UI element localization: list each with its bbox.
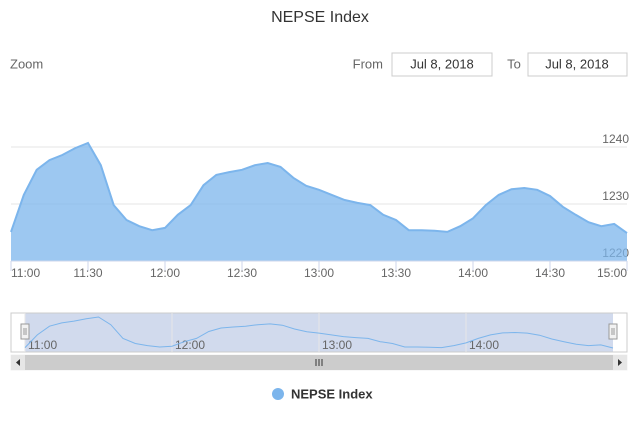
x-tick-label: 14:30 xyxy=(535,266,565,280)
x-tick-label: 11:00 xyxy=(11,266,40,280)
from-input[interactable] xyxy=(391,52,493,77)
x-tick-label: 12:00 xyxy=(150,266,180,280)
y-tick-label: 1240 xyxy=(602,132,629,146)
x-tick-label: 13:30 xyxy=(381,266,411,280)
handle-grip xyxy=(23,328,27,335)
y-tick-label: 1230 xyxy=(602,189,629,203)
navigator-handle[interactable] xyxy=(20,323,30,340)
from-value[interactable]: Jul 8, 2018 xyxy=(410,56,474,71)
from-label: From xyxy=(353,56,383,71)
x-tick-label: 13:00 xyxy=(304,266,334,280)
navigator-label: 11:00 xyxy=(28,338,57,352)
navigator-label: 13:00 xyxy=(322,338,352,352)
zoom-label: Zoom xyxy=(10,56,43,71)
area-fill xyxy=(11,143,627,261)
x-tick-label: 15:00 xyxy=(597,266,627,280)
arrow-left xyxy=(16,359,20,366)
navigator-handle[interactable] xyxy=(608,323,618,340)
legend-symbol[interactable] xyxy=(272,388,284,400)
navigator-label: 14:00 xyxy=(469,338,499,352)
arrow-right xyxy=(618,359,622,366)
to-input[interactable] xyxy=(527,52,628,77)
navigator-line xyxy=(24,316,614,349)
to-value[interactable]: Jul 8, 2018 xyxy=(545,56,609,71)
chart-title: NEPSE Index xyxy=(271,9,369,26)
x-tick-label: 12:30 xyxy=(227,266,257,280)
plot: 12201230124011:0011:3012:0012:3013:0013:… xyxy=(10,132,629,280)
to-label: To xyxy=(507,56,521,71)
x-tick-label: 14:00 xyxy=(458,266,488,280)
navigator-label: 12:00 xyxy=(175,338,205,352)
x-tick-label: 11:30 xyxy=(73,266,102,280)
navigator[interactable]: 11:00 12:00 13:00 14:00 xyxy=(10,312,628,353)
handle-grip xyxy=(611,328,615,335)
scrollbar-grip xyxy=(315,359,323,366)
area-line xyxy=(10,141,628,234)
legend-label[interactable]: NEPSE Index xyxy=(291,386,373,401)
